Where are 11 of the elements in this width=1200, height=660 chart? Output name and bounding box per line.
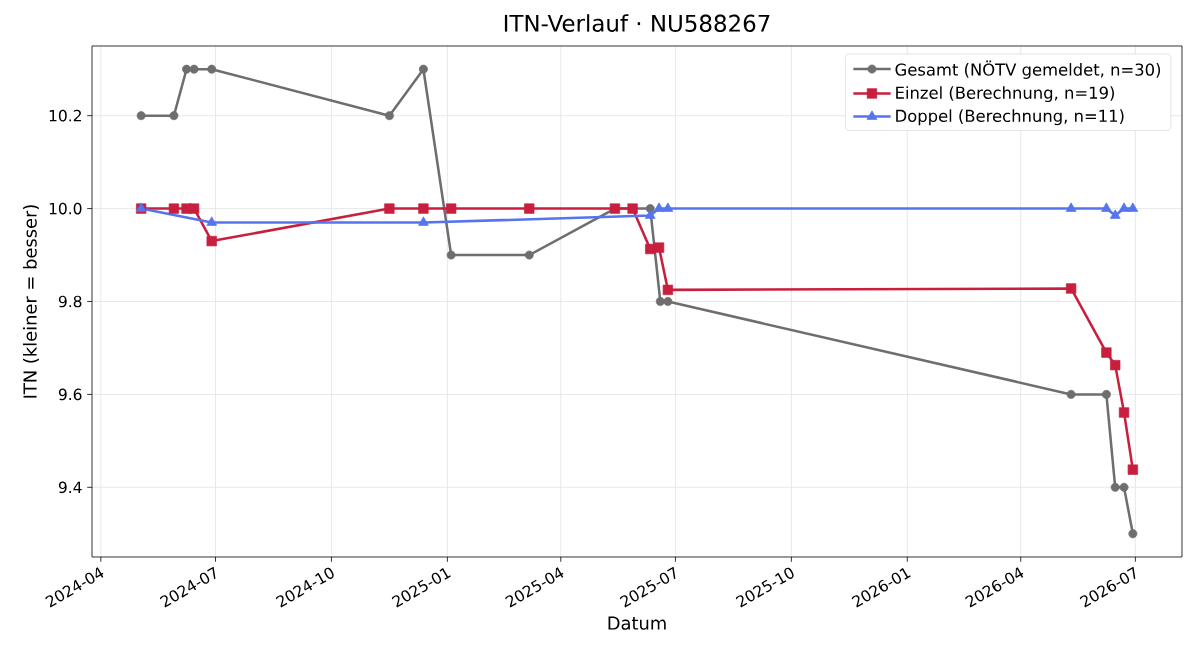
y-tick-label: 10.2 <box>49 109 81 122</box>
x-axis-title: Datum <box>608 616 666 630</box>
y-axis-title: ITN (kleiner = besser) <box>22 205 39 398</box>
y-tick-label: 9.4 <box>58 481 82 494</box>
legend-label: Gesamt (NÖTV gemeldet, n=30) <box>895 60 1161 79</box>
legend-label: Doppel (Berechnung, n=11) <box>896 109 1124 126</box>
legend-label: Einzel (Berechnung, n=19) <box>896 86 1114 103</box>
y-tick-label: 9.8 <box>58 295 82 308</box>
y-tick-label: 9.6 <box>58 388 82 401</box>
chart-title: ITN-Verlauf · NU588267 <box>504 14 770 32</box>
y-tick-label: 10.0 <box>49 202 82 215</box>
